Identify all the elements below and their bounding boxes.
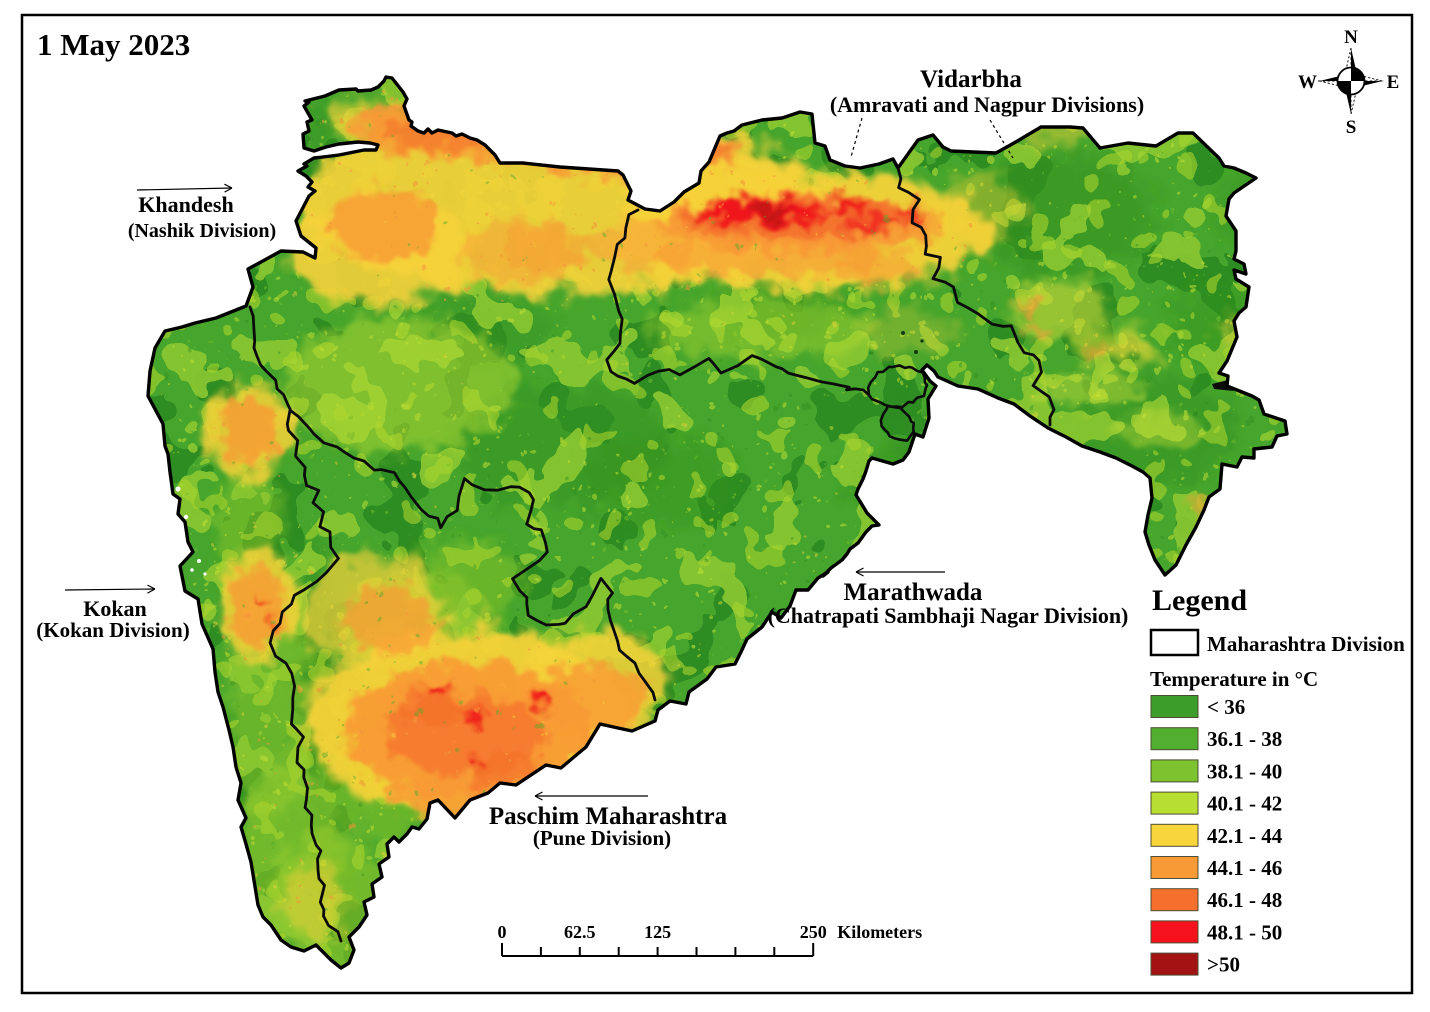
svg-text:Vidarbha: Vidarbha — [920, 66, 1022, 93]
svg-text:>50: >50 — [1207, 953, 1240, 977]
svg-text:Khandesh: Khandesh — [138, 192, 233, 217]
svg-text:E: E — [1387, 72, 1400, 93]
svg-text:125: 125 — [644, 922, 671, 942]
svg-text:Kokan: Kokan — [83, 596, 147, 621]
svg-text:N: N — [1344, 27, 1358, 48]
svg-text:48.1 - 50: 48.1 - 50 — [1207, 920, 1282, 944]
svg-text:W: W — [1298, 72, 1317, 93]
svg-text:62.5: 62.5 — [564, 922, 596, 942]
svg-text:Paschim Maharashtra: Paschim Maharashtra — [489, 803, 728, 830]
svg-text:Kilometers: Kilometers — [837, 922, 922, 942]
svg-text:< 36: < 36 — [1207, 695, 1245, 719]
svg-text:40.1 - 42: 40.1 - 42 — [1207, 792, 1282, 816]
svg-text:(Amravati and Nagpur Divisions: (Amravati and Nagpur Divisions) — [830, 92, 1144, 117]
svg-text:1 May 2023: 1 May 2023 — [37, 27, 190, 62]
svg-text:44.1 - 46: 44.1 - 46 — [1207, 856, 1282, 880]
svg-text:(Pune Division): (Pune Division) — [533, 826, 671, 850]
svg-text:Marathwada: Marathwada — [844, 579, 983, 606]
svg-text:S: S — [1346, 117, 1357, 138]
svg-text:Temperature in °C: Temperature in °C — [1150, 667, 1318, 691]
svg-text:Legend: Legend — [1152, 584, 1247, 617]
svg-text:0: 0 — [498, 922, 507, 942]
svg-text:(Chatrapati Sambhaji Nagar Div: (Chatrapati Sambhaji Nagar Division) — [768, 603, 1129, 628]
svg-text:46.1 - 48: 46.1 - 48 — [1207, 888, 1282, 912]
svg-text:38.1 - 40: 38.1 - 40 — [1207, 759, 1282, 783]
svg-text:Maharashtra Division: Maharashtra Division — [1207, 632, 1405, 656]
svg-text:36.1 - 38: 36.1 - 38 — [1207, 727, 1282, 751]
svg-text:42.1 - 44: 42.1 - 44 — [1207, 824, 1283, 848]
svg-text:250: 250 — [800, 922, 827, 942]
svg-text:(Kokan Division): (Kokan Division) — [36, 618, 189, 642]
svg-text:(Nashik Division): (Nashik Division) — [128, 220, 276, 242]
